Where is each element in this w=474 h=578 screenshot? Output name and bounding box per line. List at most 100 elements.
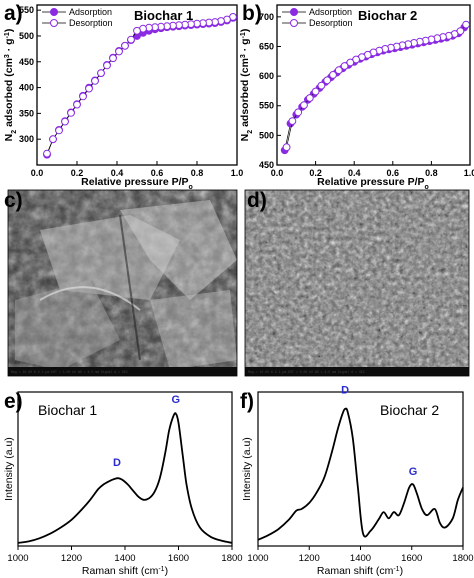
chart-title-f: Biochar 2 bbox=[380, 402, 439, 418]
x-tick-label-a-1: 0.2 bbox=[71, 168, 84, 178]
y-tick-label-b-2: 550 bbox=[259, 101, 274, 111]
series-line-b-1 bbox=[286, 24, 467, 148]
desorption-point-b-20 bbox=[346, 58, 355, 67]
legend-adsorption-a: Adsorption bbox=[69, 7, 112, 17]
desorption-point-a-24 bbox=[85, 84, 93, 93]
x-tick-label-f-2: 1400 bbox=[350, 553, 371, 564]
legend-b: Adsorption Desorption bbox=[282, 7, 353, 28]
desorption-point-a-27 bbox=[67, 109, 75, 117]
y-tick-label-a-3: 450 bbox=[19, 57, 34, 67]
desorption-point-a-23 bbox=[91, 77, 99, 85]
legend-a: Adsorption Desorption bbox=[42, 7, 113, 28]
y-tick-label-b-4: 650 bbox=[259, 41, 274, 51]
sem-footer-c: Mag = 10.00 K X 1 µm EHT = 5.00 kV WD = … bbox=[11, 370, 128, 374]
legend-adsorption-b: Adsorption bbox=[309, 7, 352, 17]
x-tick-label-e-3: 1600 bbox=[168, 553, 189, 564]
panel-label-f: f) bbox=[240, 390, 254, 413]
x-tick-label-b-1: 0.2 bbox=[309, 168, 322, 178]
peak-label-f-g: G bbox=[409, 466, 418, 478]
x-tick-label-b-4: 0.8 bbox=[425, 168, 438, 178]
x-tick-label-b-3: 0.6 bbox=[387, 168, 400, 178]
peak-label-e-d: D bbox=[113, 457, 121, 469]
y-tick-label-b-1: 500 bbox=[259, 130, 274, 140]
desorption-point-a-21 bbox=[103, 61, 111, 70]
y-tick-label-b-3: 600 bbox=[259, 71, 274, 81]
x-tick-label-b-0: 0.0 bbox=[271, 168, 284, 178]
x-tick-label-a-0: 0.0 bbox=[31, 168, 44, 178]
desorption-point-a-28 bbox=[61, 117, 69, 126]
y-axis-title-e: Intensity (a.u) bbox=[3, 437, 15, 501]
sem-footer-d: Mag = 10.00 K X 1 µm EHT = 5.00 kV WD = … bbox=[248, 370, 365, 374]
panel-label-c: c) bbox=[4, 189, 23, 212]
x-axis-title-a: Relative pressure P/Po bbox=[81, 176, 193, 191]
desorption-point-b-23 bbox=[329, 71, 337, 79]
y-tick-label-b-0: 450 bbox=[259, 160, 274, 170]
x-tick-label-a-4: 0.8 bbox=[191, 168, 204, 178]
sem-image-biochar-1: Mag = 10.00 K X 1 µm EHT = 5.00 kV WD = … bbox=[8, 190, 237, 376]
x-tick-label-f-1: 1200 bbox=[299, 553, 320, 564]
series-line-b-0 bbox=[284, 27, 465, 151]
panel-label-d: d) bbox=[247, 189, 267, 212]
x-tick-label-b-5: 1.0 bbox=[464, 168, 474, 178]
desorption-point-a-26 bbox=[73, 100, 81, 109]
legend-marker-desorption-a bbox=[50, 19, 58, 27]
panel-label-b: b) bbox=[242, 2, 262, 25]
chart-title-b: Biochar 2 bbox=[358, 8, 417, 23]
peak-label-e-g: G bbox=[172, 394, 181, 406]
desorption-point-b-31 bbox=[282, 143, 291, 152]
x-tick-label-a-3: 0.6 bbox=[151, 168, 164, 178]
desorption-point-a-31 bbox=[43, 149, 51, 158]
y-tick-label-a-2: 400 bbox=[19, 83, 34, 93]
plot-frame-b bbox=[276, 4, 471, 166]
y-axis-title-f: Intensity (a.u) bbox=[241, 437, 253, 501]
y-tick-label-a-5: 550 bbox=[19, 5, 34, 15]
desorption-point-b-28 bbox=[300, 101, 308, 109]
desorption-point-a-25 bbox=[79, 92, 87, 101]
desorption-point-b-22 bbox=[334, 66, 343, 75]
desorption-point-b-29 bbox=[294, 108, 303, 117]
x-tick-label-a-5: 1.0 bbox=[231, 168, 244, 178]
chart-title-e: Biochar 1 bbox=[38, 402, 97, 418]
raman-chart-biochar-1: Biochar 1 1000 1200 1400 1600 1800 D G Raman … bbox=[3, 391, 243, 577]
x-tick-label-b-2: 0.4 bbox=[348, 168, 361, 178]
isotherm-chart-biochar-2: Biochar 2 Adsorption Desorption 0.0 0.2 0.… bbox=[239, 4, 474, 191]
desorption-point-a-18 bbox=[121, 41, 129, 50]
x-tick-label-f-4: 1800 bbox=[452, 553, 473, 564]
isotherm-chart-biochar-1: Biochar 1 Adsorption Desorption 0.0 0.2 0.… bbox=[3, 4, 244, 191]
desorption-point-a-30 bbox=[49, 135, 57, 144]
x-axis-title-e: Raman shift (cm-1) bbox=[82, 565, 168, 577]
x-tick-label-e-1: 1200 bbox=[61, 553, 82, 564]
desorption-point-a-16 bbox=[133, 26, 141, 35]
desorption-point-a-19 bbox=[115, 47, 123, 56]
y-tick-label-a-0: 300 bbox=[19, 134, 34, 144]
y-axis-title-b: N2 adsorbed (cm3 · g-1) bbox=[239, 29, 254, 142]
y-axis-title-a: N2 adsorbed (cm3 · g-1) bbox=[3, 29, 18, 142]
legend-marker-desorption-b bbox=[290, 19, 298, 27]
x-tick-label-e-0: 1000 bbox=[7, 553, 28, 564]
desorption-point-b-21 bbox=[340, 62, 349, 70]
y-tick-label-a-4: 500 bbox=[19, 31, 34, 41]
desorption-point-b-25 bbox=[317, 81, 326, 90]
plot-frame-a bbox=[36, 4, 238, 166]
x-tick-label-e-2: 1400 bbox=[114, 553, 135, 564]
raman-chart-biochar-2: Biochar 2 1000 1200 1400 1600 1800 D G Raman … bbox=[241, 385, 474, 577]
x-tick-label-f-3: 1600 bbox=[401, 553, 422, 564]
desorption-point-b-0 bbox=[462, 20, 471, 29]
desorption-point-a-20 bbox=[109, 54, 117, 63]
legend-marker-adsorption-b bbox=[290, 8, 298, 16]
x-axis-title-b: Relative pressure P/Po bbox=[317, 176, 429, 191]
desorption-point-b-24 bbox=[323, 76, 332, 85]
raman-spectrum-e bbox=[17, 412, 233, 544]
desorption-point-a-22 bbox=[97, 69, 105, 77]
y-tick-label-a-1: 350 bbox=[19, 108, 34, 118]
x-tick-label-e-4: 1800 bbox=[221, 553, 242, 564]
peak-label-f-d: D bbox=[341, 385, 349, 397]
sem-image-biochar-2: Mag = 10.00 K X 1 µm EHT = 5.00 kV WD = … bbox=[245, 190, 469, 376]
chart-title-a: Biochar 1 bbox=[134, 8, 193, 23]
x-tick-label-f-0: 1000 bbox=[247, 553, 268, 564]
legend-desorption-b: Desorption bbox=[309, 18, 353, 28]
legend-desorption-a: Desorption bbox=[69, 18, 113, 28]
desorption-point-a-17 bbox=[127, 35, 135, 44]
legend-marker-adsorption-a bbox=[50, 8, 58, 16]
